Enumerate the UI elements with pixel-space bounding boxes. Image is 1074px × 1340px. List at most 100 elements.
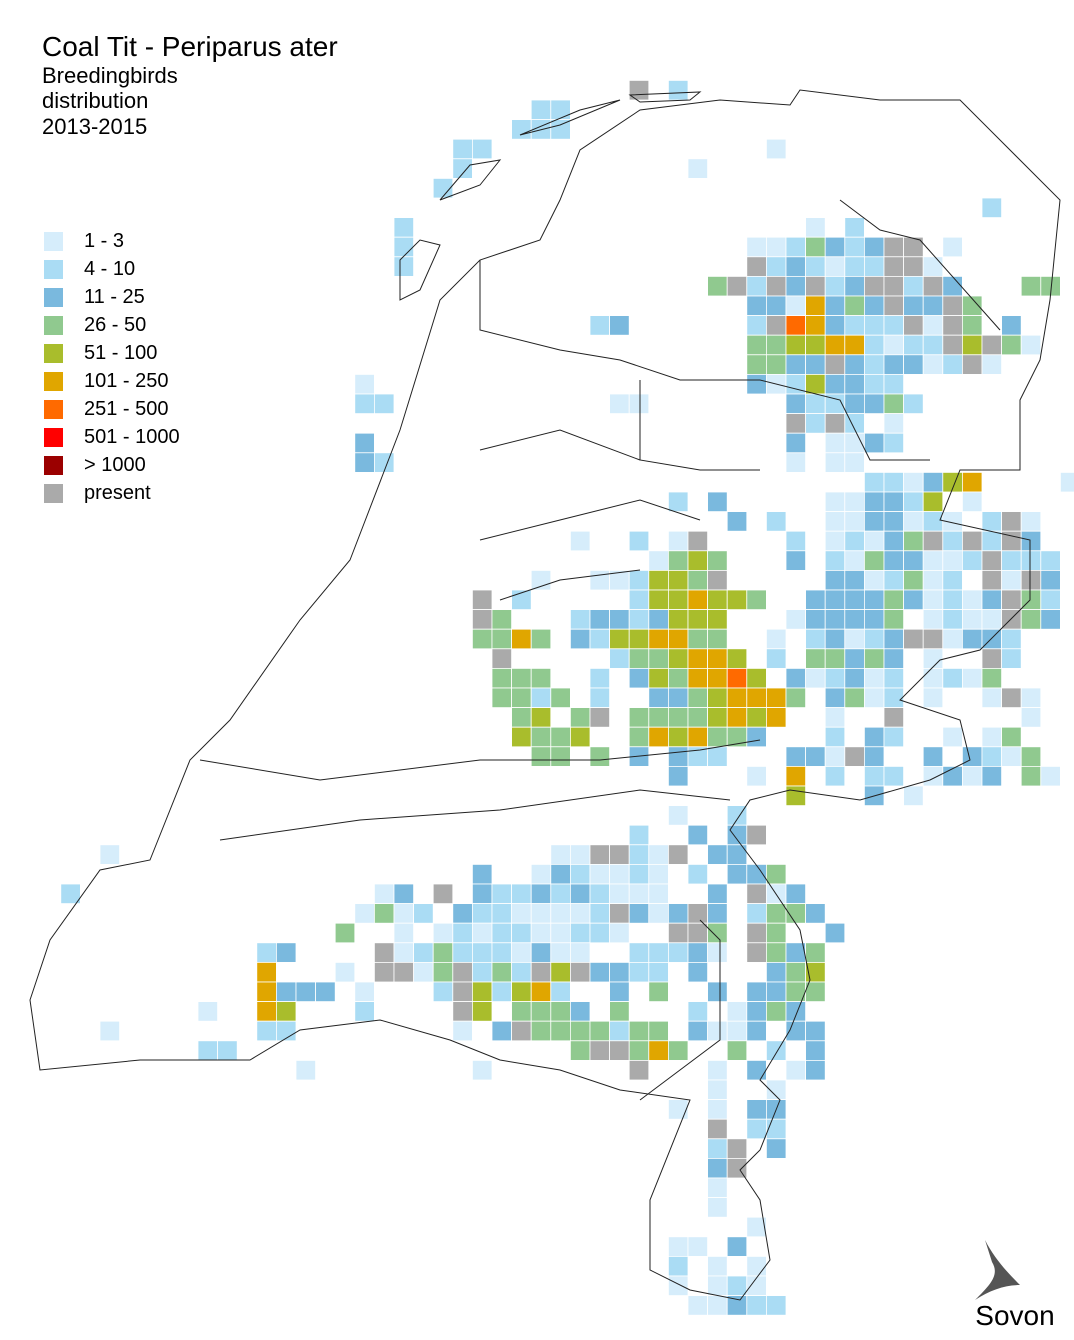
- grid-cell: [354, 373, 375, 395]
- grid-cell: [824, 746, 846, 767]
- grid-cell: [746, 726, 767, 748]
- grid-cell: [903, 354, 924, 375]
- grid-cell: [530, 726, 552, 748]
- grid-cell: [668, 589, 689, 611]
- grid-cell: [785, 334, 807, 356]
- grid-cell: [962, 668, 983, 689]
- grid-cell: [746, 668, 767, 689]
- grid-cell: [373, 942, 395, 963]
- grid-cell: [668, 687, 689, 709]
- grid-cell: [589, 628, 611, 650]
- grid-cell: [746, 942, 767, 963]
- grid-cell: [785, 530, 807, 552]
- grid-cell: [962, 354, 983, 375]
- grid-cell: [844, 334, 865, 356]
- grid-cell: [726, 1275, 748, 1297]
- grid-cell: [471, 922, 493, 944]
- grid-cell: [648, 864, 669, 885]
- grid-cell: [570, 1040, 591, 1061]
- grid-cell: [530, 981, 552, 1003]
- grid-cell: [668, 1236, 689, 1257]
- grid-cell: [668, 746, 689, 767]
- grid-cell: [707, 922, 728, 944]
- grid-cell: [1020, 511, 1042, 532]
- grid-cell: [471, 883, 493, 905]
- grid-cell: [471, 628, 493, 650]
- grid-cell: [1020, 766, 1042, 787]
- inner-borders: [199, 199, 1001, 1101]
- grid-cell: [922, 609, 944, 630]
- grid-cell: [981, 197, 1003, 219]
- grid-cell: [844, 648, 865, 669]
- grid-cell: [628, 1060, 650, 1081]
- grid-cell: [452, 962, 473, 983]
- legend-label: 1 - 3: [84, 230, 124, 252]
- grid-cell: [707, 1099, 728, 1120]
- grid-cell: [785, 1001, 807, 1022]
- grid-cell: [707, 570, 728, 591]
- grid-cell: [471, 1060, 493, 1081]
- grid-cell: [648, 726, 669, 748]
- grid-cell: [864, 550, 885, 571]
- grid-cell: [824, 334, 846, 356]
- grid-cell: [452, 1020, 473, 1042]
- grid-cell: [746, 1001, 767, 1022]
- grid-cell: [824, 609, 846, 630]
- grid-cell: [354, 981, 375, 1003]
- grid-cell: [824, 256, 846, 277]
- grid-cell: [785, 393, 807, 415]
- grid-cell: [589, 609, 611, 630]
- grid-cell: [824, 315, 846, 336]
- grid-cell: [922, 746, 944, 767]
- grid-cell: [844, 609, 865, 630]
- grid-cell: [628, 942, 650, 963]
- grid-cell: [844, 570, 865, 591]
- grid-cell: [785, 452, 807, 473]
- grid-cell: [668, 1099, 689, 1120]
- grid-cell: [550, 746, 571, 767]
- grid-cell: [550, 1020, 571, 1042]
- grid-cell: [570, 609, 591, 630]
- grid-cell: [589, 707, 611, 728]
- grid-cell: [432, 962, 454, 983]
- grid-cell: [668, 609, 689, 630]
- grid-cell: [471, 1001, 493, 1022]
- grid-cell: [922, 648, 944, 669]
- grid-cell: [1001, 570, 1022, 591]
- grid-cell: [864, 393, 885, 415]
- grid-cell: [824, 236, 846, 258]
- grid-cell: [530, 99, 552, 121]
- grid-cell: [1001, 609, 1022, 630]
- grid-cell: [648, 883, 669, 905]
- grid-cell: [883, 491, 905, 513]
- grid-cell: [883, 295, 905, 317]
- grid-cell: [903, 628, 924, 650]
- grid-cell: [1001, 746, 1022, 767]
- grid-cell: [628, 393, 650, 415]
- grid-cell: [805, 413, 826, 434]
- grid-cell: [766, 981, 787, 1003]
- grid-cell: [687, 942, 709, 963]
- grid-cell: [942, 589, 963, 611]
- grid-cell: [766, 354, 787, 375]
- grid-cell: [903, 785, 924, 807]
- grid-cell: [785, 354, 807, 375]
- grid-cell: [785, 236, 807, 258]
- grid-cell: [962, 589, 983, 611]
- grid-cell: [864, 668, 885, 689]
- grid-cell: [844, 491, 865, 513]
- grid-cell: [707, 491, 728, 513]
- grid-cell: [824, 275, 846, 297]
- grid-cell: [805, 354, 826, 375]
- grid-cell: [903, 295, 924, 317]
- grid-cell: [1040, 589, 1061, 611]
- grid-cell: [726, 687, 748, 709]
- grid-cell: [707, 903, 728, 924]
- grid-cell: [393, 217, 415, 238]
- grid-cell: [511, 903, 532, 924]
- grid-cell: [864, 687, 885, 709]
- grid-cell: [354, 452, 375, 473]
- grid-cell: [315, 981, 336, 1003]
- grid-cell: [687, 1020, 709, 1042]
